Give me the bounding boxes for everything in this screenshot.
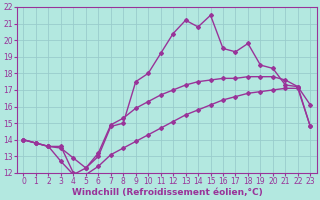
X-axis label: Windchill (Refroidissement éolien,°C): Windchill (Refroidissement éolien,°C): [72, 188, 262, 197]
